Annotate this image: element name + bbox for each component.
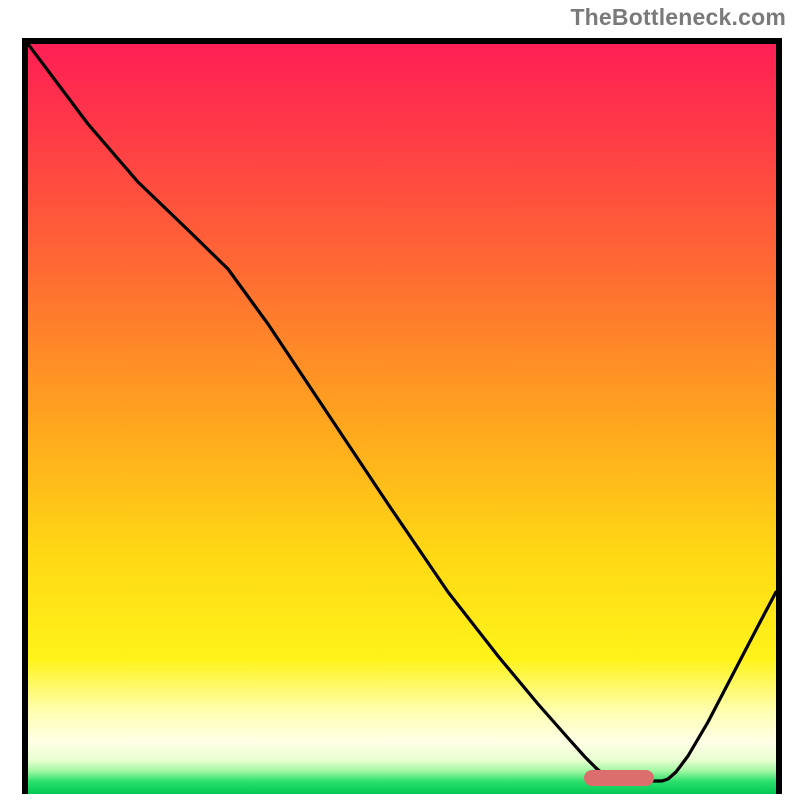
chart-stage: TheBottleneck.com bbox=[0, 0, 800, 800]
plot-frame bbox=[22, 38, 782, 794]
bottleneck-curve bbox=[28, 44, 776, 794]
curve-path bbox=[28, 44, 776, 781]
valley-marker-bar bbox=[584, 770, 654, 786]
watermark-text: TheBottleneck.com bbox=[570, 4, 786, 31]
